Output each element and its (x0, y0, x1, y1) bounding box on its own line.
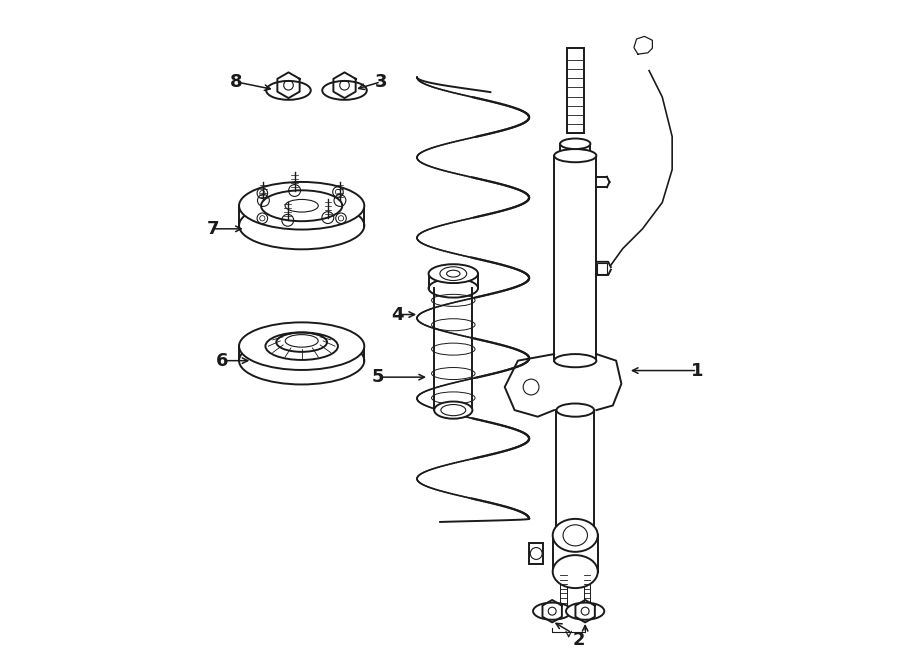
Text: 5: 5 (371, 368, 383, 386)
Text: 7: 7 (206, 220, 219, 238)
Bar (560, 575, 567, 611)
Bar (597, 263, 607, 273)
Bar (567, 48, 584, 133)
Ellipse shape (554, 149, 597, 162)
Ellipse shape (566, 602, 604, 620)
Ellipse shape (239, 322, 364, 370)
Bar (560, 144, 590, 156)
Ellipse shape (553, 555, 598, 588)
Ellipse shape (428, 264, 478, 283)
Bar (554, 156, 597, 361)
Ellipse shape (560, 138, 590, 149)
Text: 1: 1 (691, 361, 704, 379)
Ellipse shape (554, 354, 597, 367)
Ellipse shape (533, 602, 572, 620)
Ellipse shape (556, 404, 594, 416)
Ellipse shape (556, 529, 594, 542)
Text: 8: 8 (230, 73, 242, 91)
Ellipse shape (434, 402, 473, 418)
Text: 3: 3 (374, 73, 387, 91)
Text: 4: 4 (391, 306, 403, 324)
Bar (584, 575, 590, 611)
Bar (556, 410, 594, 536)
Bar (529, 543, 544, 564)
Text: 2: 2 (572, 630, 585, 649)
Text: 6: 6 (216, 352, 229, 369)
Ellipse shape (239, 182, 364, 230)
Ellipse shape (553, 519, 598, 552)
